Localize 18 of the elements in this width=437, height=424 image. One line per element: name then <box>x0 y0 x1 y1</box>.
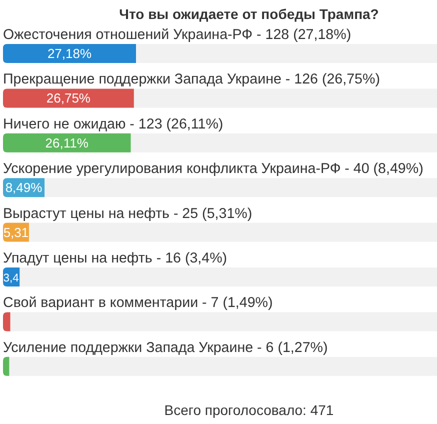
y-tick-label: Ожесточения отношений Украина-РФ - 128 (27,18%) <box>3 27 352 43</box>
y-tick-label: Ничего не ожидаю - 123 (26,11%) <box>3 116 224 132</box>
data-label: 27,18% <box>47 46 92 61</box>
data-label: 26,75% <box>46 90 91 106</box>
text: Что вы ожидаете от победы Трампа? <box>119 6 379 22</box>
y-tick-label: Свой вариант в комментарии - 7 (1,49%) <box>3 295 273 312</box>
y-tick-label: Упадут цены на нефть - 16 (3,4%) <box>3 250 228 266</box>
data-label: 3,4 <box>3 272 19 284</box>
data-label: 26,11% <box>45 135 89 150</box>
y-tick-label: Прекращение поддержки Запада Украине - 126 (26,75%) <box>3 72 380 88</box>
y-tick-label: Усиление поддержки Запада Украине - 6 (1,27%) <box>3 340 328 356</box>
y-tick-label: Ускорение урегулирования конфликта Украина-РФ - 40 (8,49%) <box>3 161 424 178</box>
y-tick-label: Вырастут цены на нефть - 25 (5,31%) <box>3 206 252 222</box>
data-label: 8,49% <box>5 180 43 196</box>
data-label: 5,31 <box>3 224 29 240</box>
bar <box>3 356 10 376</box>
bar <box>3 312 10 332</box>
text: Всего проголосовало: 471 <box>164 402 334 418</box>
